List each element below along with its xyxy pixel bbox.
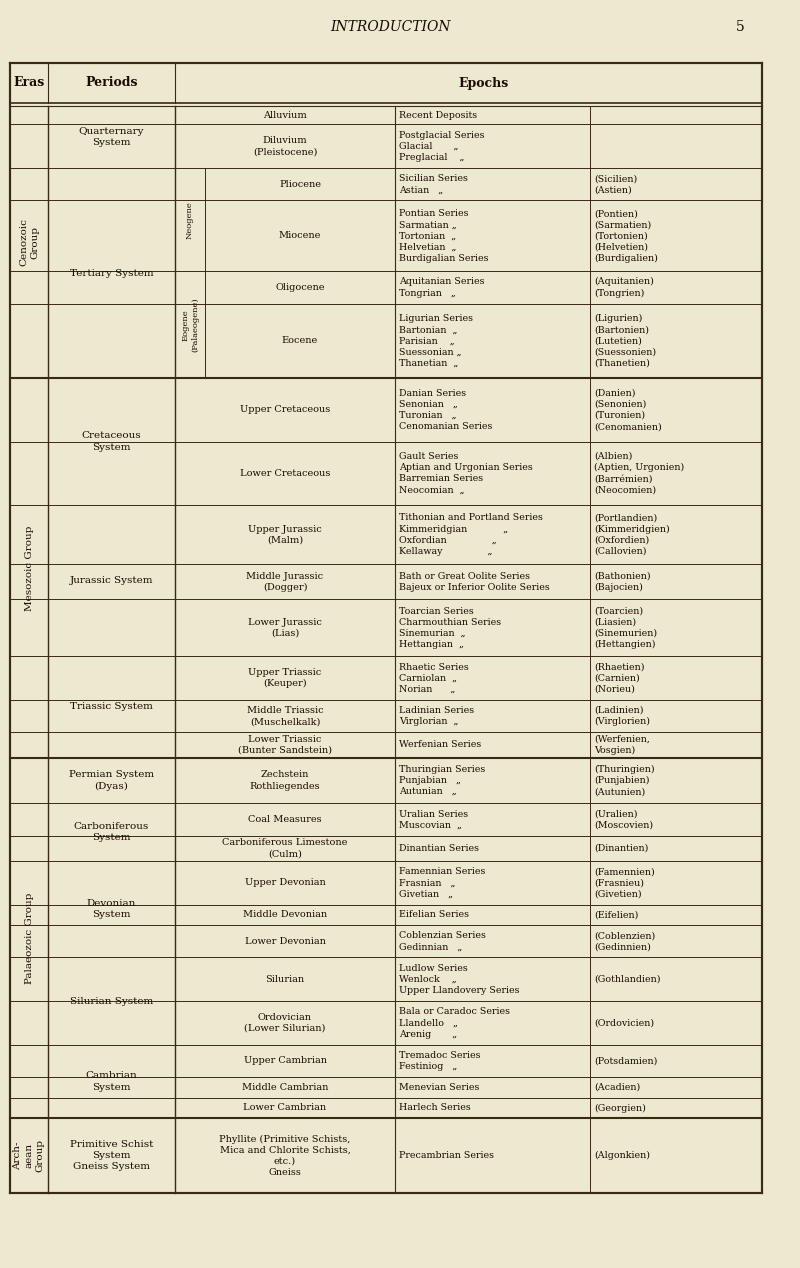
Text: 5: 5 [736, 20, 744, 34]
Text: Quarternary
System: Quarternary System [78, 127, 144, 147]
Text: (Famennien)
(Frasnieu)
(Givetien): (Famennien) (Frasnieu) (Givetien) [594, 867, 654, 898]
Text: Miocene: Miocene [279, 231, 321, 241]
Text: (Bathonien)
(Bajocien): (Bathonien) (Bajocien) [594, 572, 650, 592]
Text: Tremadoc Series
Festiniog   „: Tremadoc Series Festiniog „ [399, 1051, 481, 1071]
Text: Coblenzian Series
Gedinnian   „: Coblenzian Series Gedinnian „ [399, 931, 486, 951]
Text: Lower Triassic
(Bunter Sandstein): Lower Triassic (Bunter Sandstein) [238, 735, 332, 754]
Text: (Ladinien)
(Virglorien): (Ladinien) (Virglorien) [594, 706, 650, 727]
Text: Gault Series
Aptian and Urgonian Series
Barremian Series
Neocomian  „: Gault Series Aptian and Urgonian Series … [399, 451, 533, 495]
Text: Cambrian
System: Cambrian System [86, 1071, 138, 1092]
Text: Upper Jurassic
(Malm): Upper Jurassic (Malm) [248, 525, 322, 545]
Text: (Ordovicien): (Ordovicien) [594, 1018, 654, 1027]
Text: Pliocene: Pliocene [279, 180, 321, 189]
Text: Dinantian Series: Dinantian Series [399, 843, 479, 853]
Text: Epochs: Epochs [458, 76, 509, 90]
Text: Toarcian Series
Charmouthian Series
Sinemurian  „
Hettangian  „: Toarcian Series Charmouthian Series Sine… [399, 606, 501, 649]
Text: Eifelian Series: Eifelian Series [399, 910, 469, 919]
Text: Periods: Periods [86, 76, 138, 90]
Text: Lower Devonian: Lower Devonian [245, 937, 326, 946]
Text: Bala or Caradoc Series
Llandello   „
Arenig       „: Bala or Caradoc Series Llandello „ Areni… [399, 1007, 510, 1038]
Text: Lower Jurassic
(Lias): Lower Jurassic (Lias) [248, 618, 322, 638]
Text: (Werfenien,
Vosgien): (Werfenien, Vosgien) [594, 734, 650, 754]
Text: Devonian
System: Devonian System [87, 899, 136, 919]
Text: Eogene
(Palaeogene): Eogene (Palaeogene) [181, 298, 199, 353]
Text: Menevian Series: Menevian Series [399, 1083, 479, 1092]
Text: (Potsdamien): (Potsdamien) [594, 1056, 658, 1065]
Text: (Dinantien): (Dinantien) [594, 843, 648, 853]
Text: Famennian Series
Frasnian   „
Givetian   „: Famennian Series Frasnian „ Givetian „ [399, 867, 486, 898]
Text: Ordovician
(Lower Silurian): Ordovician (Lower Silurian) [244, 1013, 326, 1033]
Text: Upper Devonian: Upper Devonian [245, 879, 326, 888]
Text: Phyllite (Primitive Schists,
Mica and Chlorite Schists,
etc.)
Gneiss: Phyllite (Primitive Schists, Mica and Ch… [219, 1135, 350, 1177]
Text: Bath or Great Oolite Series
Bajeux or Inferior Oolite Series: Bath or Great Oolite Series Bajeux or In… [399, 572, 550, 592]
Text: Tithonian and Portland Series
Kimmeridgian            „
Oxfordian               : Tithonian and Portland Series Kimmeridgi… [399, 514, 543, 555]
Text: Lower Cretaceous: Lower Cretaceous [240, 469, 330, 478]
Text: Cenozoic
Group: Cenozoic Group [19, 218, 39, 266]
Text: (Thuringien)
(Punjabien)
(Autunien): (Thuringien) (Punjabien) (Autunien) [594, 765, 654, 796]
Text: (Algonkien): (Algonkien) [594, 1151, 650, 1160]
Text: Zechstein
Rothliegendes: Zechstein Rothliegendes [250, 771, 320, 790]
Text: Rhaetic Series
Carniolan  „
Norian      „: Rhaetic Series Carniolan „ Norian „ [399, 663, 469, 694]
Text: Pontian Series
Sarmatian „
Tortonian  „
Helvetian  „
Burdigalian Series: Pontian Series Sarmatian „ Tortonian „ H… [399, 209, 489, 262]
Text: (Sicilien)
(Astien): (Sicilien) (Astien) [594, 174, 638, 194]
Text: Carboniferous
System: Carboniferous System [74, 822, 149, 842]
Text: (Ligurien)
(Bartonien)
(Lutetien)
(Suessonien)
(Thanetien): (Ligurien) (Bartonien) (Lutetien) (Suess… [594, 314, 656, 368]
Text: Jurassic System: Jurassic System [70, 576, 154, 585]
Text: Arch-
aean
Group: Arch- aean Group [14, 1139, 45, 1172]
Text: Mesozoic Group: Mesozoic Group [25, 525, 34, 611]
Text: Cretaceous
System: Cretaceous System [82, 431, 142, 451]
Text: Postglacial Series
Glacial       „
Preglacial    „: Postglacial Series Glacial „ Preglacial … [399, 131, 485, 162]
Text: Tertiary System: Tertiary System [70, 269, 154, 278]
Text: Lower Cambrian: Lower Cambrian [243, 1103, 326, 1112]
Text: Silurian System: Silurian System [70, 997, 153, 1006]
Text: (Georgien): (Georgien) [594, 1103, 646, 1112]
Text: Primitive Schist
System
Gneiss System: Primitive Schist System Gneiss System [70, 1140, 153, 1172]
Text: Eras: Eras [14, 76, 45, 90]
Text: Triassic System: Triassic System [70, 702, 153, 711]
Text: Middle Devonian: Middle Devonian [243, 910, 327, 919]
Text: Recent Deposits: Recent Deposits [399, 110, 477, 119]
Text: Danian Series
Senonian   „
Turonian   „
Cenomanian Series: Danian Series Senonian „ Turonian „ Ceno… [399, 389, 492, 431]
Text: (Acadien): (Acadien) [594, 1083, 640, 1092]
Text: Ligurian Series
Bartonian  „
Parisian    „
Suessonian „
Thanetian  „: Ligurian Series Bartonian „ Parisian „ S… [399, 314, 473, 368]
Text: Middle Triassic
(Muschelkalk): Middle Triassic (Muschelkalk) [246, 706, 323, 727]
Text: Harlech Series: Harlech Series [399, 1103, 470, 1112]
Text: Thuringian Series
Punjabian   „
Autunian   „: Thuringian Series Punjabian „ Autunian „ [399, 765, 486, 796]
Text: Middle Jurassic
(Dogger): Middle Jurassic (Dogger) [246, 572, 323, 592]
Text: Aquitanian Series
Tongrian   „: Aquitanian Series Tongrian „ [399, 278, 485, 298]
Text: (Pontien)
(Sarmatien)
(Tortonien)
(Helvetien)
(Burdigalien): (Pontien) (Sarmatien) (Tortonien) (Helve… [594, 209, 658, 262]
Text: Upper Triassic
(Keuper): Upper Triassic (Keuper) [248, 668, 322, 689]
Text: (Danien)
(Senonien)
(Turonien)
(Cenomanien): (Danien) (Senonien) (Turonien) (Cenomani… [594, 389, 662, 431]
Text: Middle Cambrian: Middle Cambrian [242, 1083, 328, 1092]
Text: (Eifelien): (Eifelien) [594, 910, 638, 919]
Text: Neogene: Neogene [186, 200, 194, 238]
Text: Diluvium
(Pleistocene): Diluvium (Pleistocene) [253, 136, 317, 156]
Text: Coal Measures: Coal Measures [248, 815, 322, 824]
Text: (Albien)
(Aptien, Urgonien)
(Barrémien)
(Neocomien): (Albien) (Aptien, Urgonien) (Barrémien) … [594, 451, 684, 495]
Text: Silurian: Silurian [266, 975, 305, 984]
Text: Carboniferous Limestone
(Culm): Carboniferous Limestone (Culm) [222, 838, 348, 858]
Text: Upper Cretaceous: Upper Cretaceous [240, 406, 330, 415]
Text: Werfenian Series: Werfenian Series [399, 741, 482, 749]
Text: Eocene: Eocene [282, 336, 318, 345]
Text: Permian System
(Dyas): Permian System (Dyas) [69, 771, 154, 791]
Text: Palaeozoic Group: Palaeozoic Group [25, 893, 34, 984]
Text: Sicilian Series
Astian   „: Sicilian Series Astian „ [399, 174, 468, 194]
Text: Upper Cambrian: Upper Cambrian [243, 1056, 326, 1065]
Text: (Aquitanien)
(Tongrien): (Aquitanien) (Tongrien) [594, 278, 654, 298]
Text: (Coblenzien)
(Gedinnien): (Coblenzien) (Gedinnien) [594, 931, 655, 951]
Text: Oligocene: Oligocene [275, 283, 325, 292]
Text: Uralian Series
Muscovian  „: Uralian Series Muscovian „ [399, 809, 468, 829]
Text: (Gothlandien): (Gothlandien) [594, 975, 661, 984]
Text: INTRODUCTION: INTRODUCTION [330, 20, 450, 34]
Text: Ludlow Series
Wenlock    „
Upper Llandovery Series: Ludlow Series Wenlock „ Upper Llandovery… [399, 964, 519, 995]
Text: Alluvium: Alluvium [263, 110, 307, 119]
Text: (Uralien)
(Moscovien): (Uralien) (Moscovien) [594, 809, 653, 829]
Text: Precambrian Series: Precambrian Series [399, 1151, 494, 1160]
Text: (Toarcien)
(Liasien)
(Sinemurien)
(Hettangien): (Toarcien) (Liasien) (Sinemurien) (Hetta… [594, 606, 657, 649]
Text: (Portlandien)
(Kimmeridgien)
(Oxfordien)
(Callovien): (Portlandien) (Kimmeridgien) (Oxfordien)… [594, 514, 670, 555]
Text: (Rhaetien)
(Carnien)
(Norieu): (Rhaetien) (Carnien) (Norieu) [594, 663, 645, 694]
Text: Ladinian Series
Virglorian  „: Ladinian Series Virglorian „ [399, 706, 474, 727]
